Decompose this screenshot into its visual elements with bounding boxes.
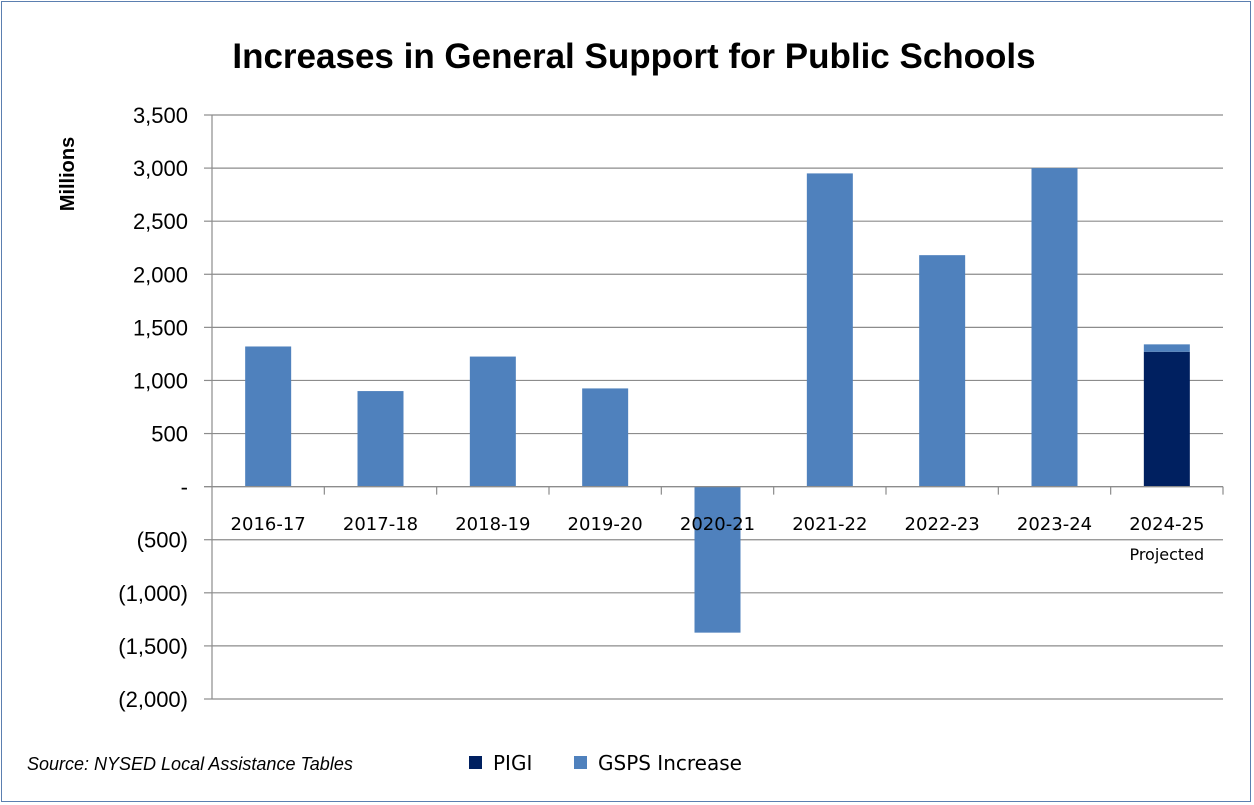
y-tick-label: 500 [151,422,188,447]
x-tick-sublabel: Projected [1129,545,1204,564]
x-tick-label: 2019-20 [568,514,643,535]
x-tick-label: 2022-23 [905,514,980,535]
bar-gsps-increase-2024-25 [1143,344,1190,352]
x-tick-label: 2021-22 [792,514,867,535]
y-tick-label: (1,500) [118,634,188,659]
y-tick-label: 1,000 [133,368,188,393]
y-tick-label: 2,000 [133,262,188,287]
legend-swatch-gsps-increase [574,756,587,769]
y-tick-label: (1,000) [118,581,188,606]
legend-label: PIGI [493,751,532,775]
bar-gsps-increase-2020-21 [694,486,741,633]
x-tick-label: 2016-17 [231,514,306,535]
x-tick-label: 2020-21 [680,514,755,535]
bar-gsps-increase-2021-22 [806,173,853,487]
y-tick-labels: 3,500 3,000 2,500 2,000 1,500 1,000 500 - (500) (… [118,103,188,712]
axes [204,115,1223,699]
y-tick-label: 1,500 [133,315,188,340]
x-tick-label: 2018-19 [455,514,530,535]
bar-gsps-increase-2023-24 [1031,168,1078,487]
y-tick-label: 3,000 [133,156,188,181]
chart-title: Increases in General Support for Public … [232,37,1035,76]
bar-gsps-increase-2017-18 [357,391,404,487]
legend-label: GSPS Increase [598,751,742,775]
bars [245,168,1190,633]
legend: PIGI GSPS Increase [469,751,742,775]
y-axis-label: Millions [57,137,79,211]
y-tick-label: 3,500 [133,103,188,128]
x-tick-label: 2024-25 [1129,514,1204,535]
bar-gsps-increase-2016-17 [245,346,292,487]
y-tick-label: (2,000) [118,687,188,712]
bar-gsps-increase-2019-20 [582,388,629,487]
y-tick-label: - [181,475,188,500]
legend-swatch-pigi [469,756,482,769]
source-note: Source: NYSED Local Assistance Tables [27,754,353,774]
x-tick-labels: 2016-17 2017-18 2018-19 2019-20 2020-21 2021-… [231,514,1205,564]
bar-gsps-increase-2022-23 [919,255,966,487]
bar-gsps-increase-2018-19 [469,356,516,487]
x-tick-label: 2023-24 [1017,514,1092,535]
x-tick-label: 2017-18 [343,514,418,535]
bar-pigi-2024-25 [1143,351,1190,487]
y-tick-label: 2,500 [133,209,188,234]
y-tick-label: (500) [137,528,188,553]
